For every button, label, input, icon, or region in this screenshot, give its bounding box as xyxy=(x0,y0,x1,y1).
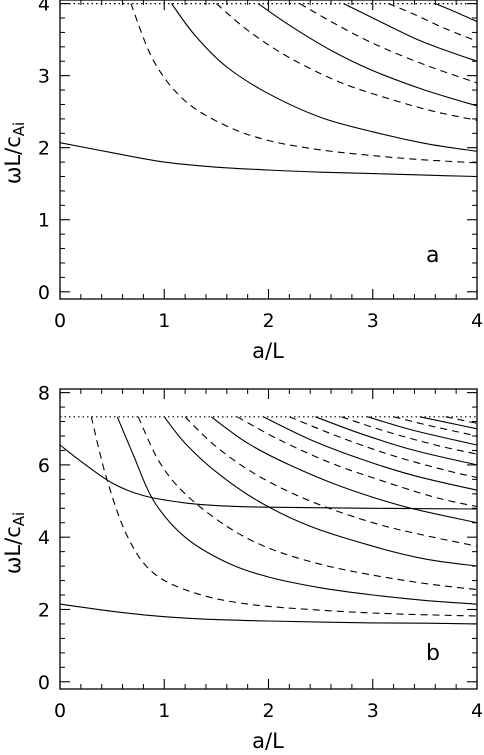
y-tick-label: 8 xyxy=(38,383,50,405)
y-axis-label-subscript: Ai xyxy=(10,512,28,526)
y-tick-label: 2 xyxy=(38,599,50,621)
dashed-curve xyxy=(236,416,478,508)
solid-curve xyxy=(367,416,478,446)
panel-label: a xyxy=(426,243,439,268)
y-tick-label: 0 xyxy=(38,672,50,694)
solid-curve xyxy=(116,416,478,605)
solid-curve xyxy=(59,444,478,510)
solid-curve xyxy=(343,3,478,62)
dashed-curve xyxy=(130,3,478,164)
x-tick-label: 0 xyxy=(54,310,66,332)
dashed-curve xyxy=(393,416,478,437)
x-tick-label: 4 xyxy=(471,310,483,332)
y-axis-label: ωL/cAi xyxy=(1,512,28,574)
dashed-curve xyxy=(388,3,478,42)
panel-a: 0 1 2 3 4 0 1 2 3 4 a a/L ωL/cAi xyxy=(1,0,483,363)
x-axis-label: a/L xyxy=(252,729,284,753)
y-tick-label: 2 xyxy=(38,138,50,160)
ticks xyxy=(59,389,478,689)
dashed-curve xyxy=(216,3,478,121)
panel-label: b xyxy=(426,641,440,666)
solid-curve xyxy=(163,416,478,567)
x-tick-label: 1 xyxy=(158,700,170,722)
panel-b: 0 1 2 3 4 0 2 4 6 8 b a/L ωL/cAi xyxy=(1,383,483,753)
solid-curve xyxy=(435,3,478,23)
solid-curve xyxy=(210,416,478,524)
y-tick-label: 4 xyxy=(38,527,50,549)
dashed-curve xyxy=(289,416,478,479)
x-tick-label: 3 xyxy=(367,310,379,332)
y-axis-label-subscript: Ai xyxy=(10,122,28,136)
dashed-curve xyxy=(90,416,478,617)
x-tick-label: 2 xyxy=(262,310,274,332)
solid-curve xyxy=(315,416,478,466)
x-tick-label: 3 xyxy=(367,700,379,722)
dashed-curve xyxy=(299,3,478,84)
tick-labels: 0 1 2 3 4 0 2 4 6 8 xyxy=(38,383,483,722)
y-axis-label: ωL/cAi xyxy=(1,122,28,184)
solid-curve xyxy=(59,603,478,625)
solid-curve xyxy=(257,3,478,107)
dashed-curve xyxy=(341,416,478,455)
tick-labels: 0 1 2 3 4 0 1 2 3 4 xyxy=(38,0,483,332)
solid-curve xyxy=(419,416,478,430)
dashed-curve xyxy=(445,416,478,424)
x-axis-label: a/L xyxy=(252,339,284,363)
solid-curve xyxy=(59,142,478,178)
curves xyxy=(59,3,478,178)
x-tick-label: 1 xyxy=(158,310,170,332)
dashed-curve xyxy=(137,416,478,591)
solid-curve xyxy=(171,3,478,152)
solid-curve xyxy=(263,416,478,491)
y-tick-label: 0 xyxy=(38,282,50,304)
x-tick-label: 0 xyxy=(54,700,66,722)
plot-frame xyxy=(59,388,478,690)
curves xyxy=(59,416,478,625)
x-tick-label: 2 xyxy=(262,700,274,722)
ticks xyxy=(59,0,478,299)
y-tick-label: 4 xyxy=(38,0,50,16)
y-tick-label: 1 xyxy=(38,210,50,232)
y-tick-label: 3 xyxy=(38,66,50,88)
y-tick-label: 6 xyxy=(38,455,50,477)
x-tick-label: 4 xyxy=(471,700,483,722)
